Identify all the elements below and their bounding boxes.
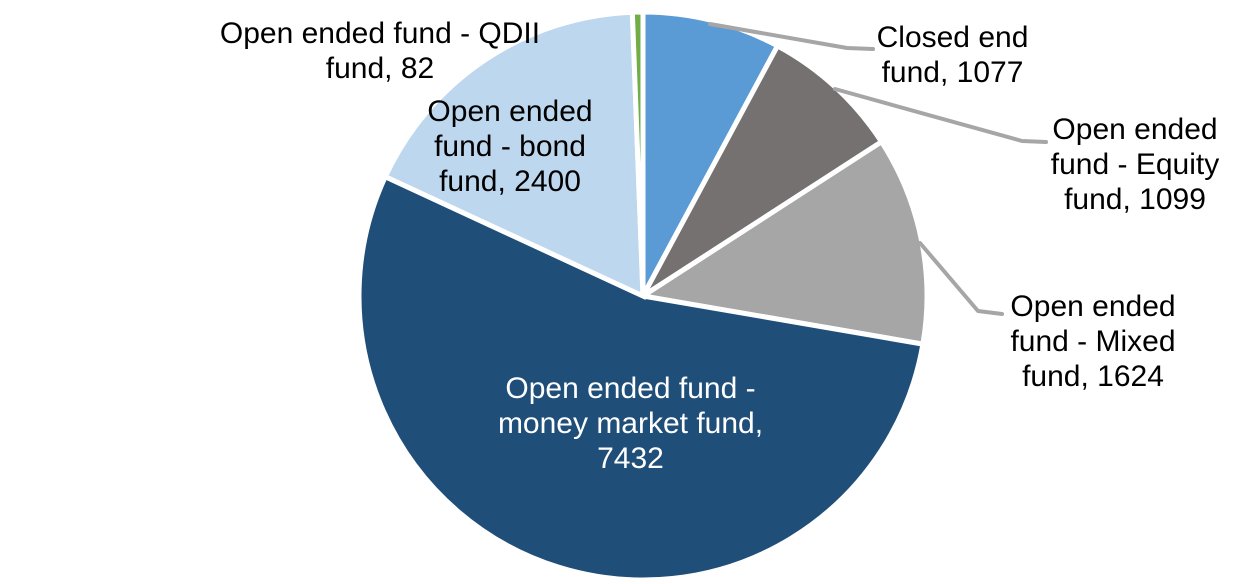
data-label-line: fund, 1099: [1064, 183, 1206, 216]
data-label-line: 7432: [597, 442, 664, 475]
data-label-line: Open ended fund -: [505, 372, 756, 405]
leader-line-equity-fund: [833, 87, 1048, 144]
data-label-qdii-fund: Open ended fund - QDII fund, 82: [210, 16, 550, 86]
data-label-bond-fund: Open ended fund - bond fund, 2400: [415, 94, 605, 199]
pie-slice-closed-end-fund[interactable]: [640, 9, 781, 298]
data-label-line: fund, 2400: [439, 165, 581, 198]
leader-line-closed-end-fund: [708, 22, 875, 51]
data-label-line: fund, 1077: [881, 56, 1024, 89]
data-label-closed-end-fund: Closed end fund, 1077: [855, 20, 1050, 90]
pie-slice-open-ended-fund-bond-fund[interactable]: [381, 9, 646, 300]
data-label-line: fund - bond: [434, 130, 586, 163]
data-label-line: Open ended: [1010, 290, 1176, 323]
data-label-line: fund - Mixed: [1010, 325, 1176, 358]
data-label-line: fund, 1624: [1022, 360, 1164, 393]
pie-slice-open-ended-fund-mixed-fund[interactable]: [636, 138, 930, 347]
pie-slice-open-ended-fund-qdii-fund[interactable]: [629, 9, 646, 297]
data-label-line: fund - Equity: [1050, 148, 1220, 181]
data-label-money-market-fund: Open ended fund - money market fund, 743…: [453, 371, 808, 476]
pie-slice-open-ended-fund-money-market-fund[interactable]: [356, 173, 926, 583]
pie-slices-group: [356, 9, 930, 583]
data-label-line: Open ended: [1052, 113, 1218, 146]
leader-lines-group: [708, 22, 1048, 316]
data-label-line: fund, 82: [325, 52, 435, 85]
data-label-line: Closed end: [876, 21, 1029, 54]
data-label-line: Open ended fund - QDII: [219, 17, 541, 50]
data-label-mixed-fund: Open ended fund - Mixed fund, 1624: [998, 289, 1188, 394]
leader-line-mixed-fund: [918, 241, 1004, 316]
data-label-line: money market fund,: [497, 407, 764, 440]
data-label-equity-fund: Open ended fund - Equity fund, 1099: [1035, 112, 1235, 217]
data-label-line: Open ended: [427, 95, 593, 128]
